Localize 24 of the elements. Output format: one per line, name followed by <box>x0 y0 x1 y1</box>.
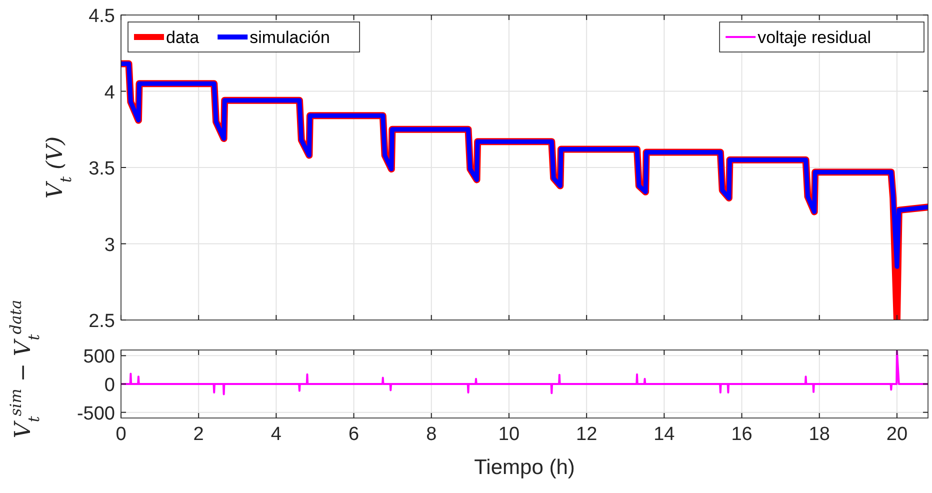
legend-label: data <box>166 28 200 47</box>
y-tick-label: 0 <box>104 375 115 396</box>
x-tick-label: 4 <box>270 424 282 445</box>
legend-label: simulación <box>250 28 330 47</box>
x-tick-label: 10 <box>498 424 520 445</box>
legend-label: voltaje residual <box>758 28 872 47</box>
x-tick-label: 20 <box>886 424 908 445</box>
x-axis-title: Tiempo (h) <box>474 456 575 479</box>
line-series <box>121 350 928 396</box>
x-tick-label: 8 <box>426 424 437 445</box>
y-tick-label: 4.5 <box>88 6 115 27</box>
y-tick-label: 500 <box>83 346 115 368</box>
y-tick-label: -500 <box>76 403 115 424</box>
y-tick-label: 3.5 <box>88 158 115 180</box>
y-tick-label: 4 <box>104 82 116 104</box>
y-tick-label: 2.5 <box>88 311 115 332</box>
line-series <box>121 62 928 269</box>
x-tick-label: 12 <box>576 424 598 445</box>
x-tick-label: 2 <box>193 424 204 445</box>
x-tick-label: 16 <box>731 424 752 445</box>
x-tick-label: 6 <box>348 424 360 445</box>
x-tick-label: 14 <box>654 424 676 445</box>
y-tick-label: 3 <box>104 234 115 256</box>
x-tick-label: 18 <box>808 424 830 445</box>
